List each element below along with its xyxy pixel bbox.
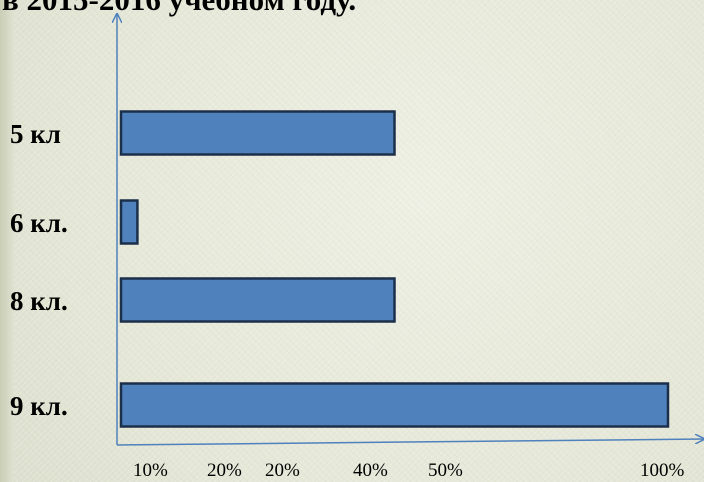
bar-2 <box>119 199 139 245</box>
bar-4 <box>119 382 670 428</box>
bar-1 <box>119 110 396 156</box>
bar-3 <box>119 277 396 323</box>
x-tick-label-1: 10% <box>133 460 168 481</box>
category-label-4: 9 кл. <box>10 391 68 421</box>
x-tick-labels-group: 10% 20% 20% 40% 50% 100% <box>133 460 685 481</box>
x-tick-label-5: 50% <box>428 460 463 481</box>
bars-group <box>119 110 670 428</box>
category-labels-group: 5 кл 6 кл. 8 кл. 9 кл. <box>10 119 68 421</box>
category-label-3: 8 кл. <box>10 286 68 316</box>
x-tick-label-4: 40% <box>353 460 388 481</box>
category-label-2: 6 кл. <box>10 208 68 238</box>
x-tick-label-3: 20% <box>265 460 300 481</box>
x-tick-label-6: 100% <box>640 460 685 481</box>
x-axis <box>116 439 704 446</box>
x-tick-label-2: 20% <box>207 460 242 481</box>
slide-left-strip <box>0 0 14 482</box>
category-label-1: 5 кл <box>10 119 61 149</box>
slide-title: в 2015-2016 учебном году. <box>2 0 356 15</box>
